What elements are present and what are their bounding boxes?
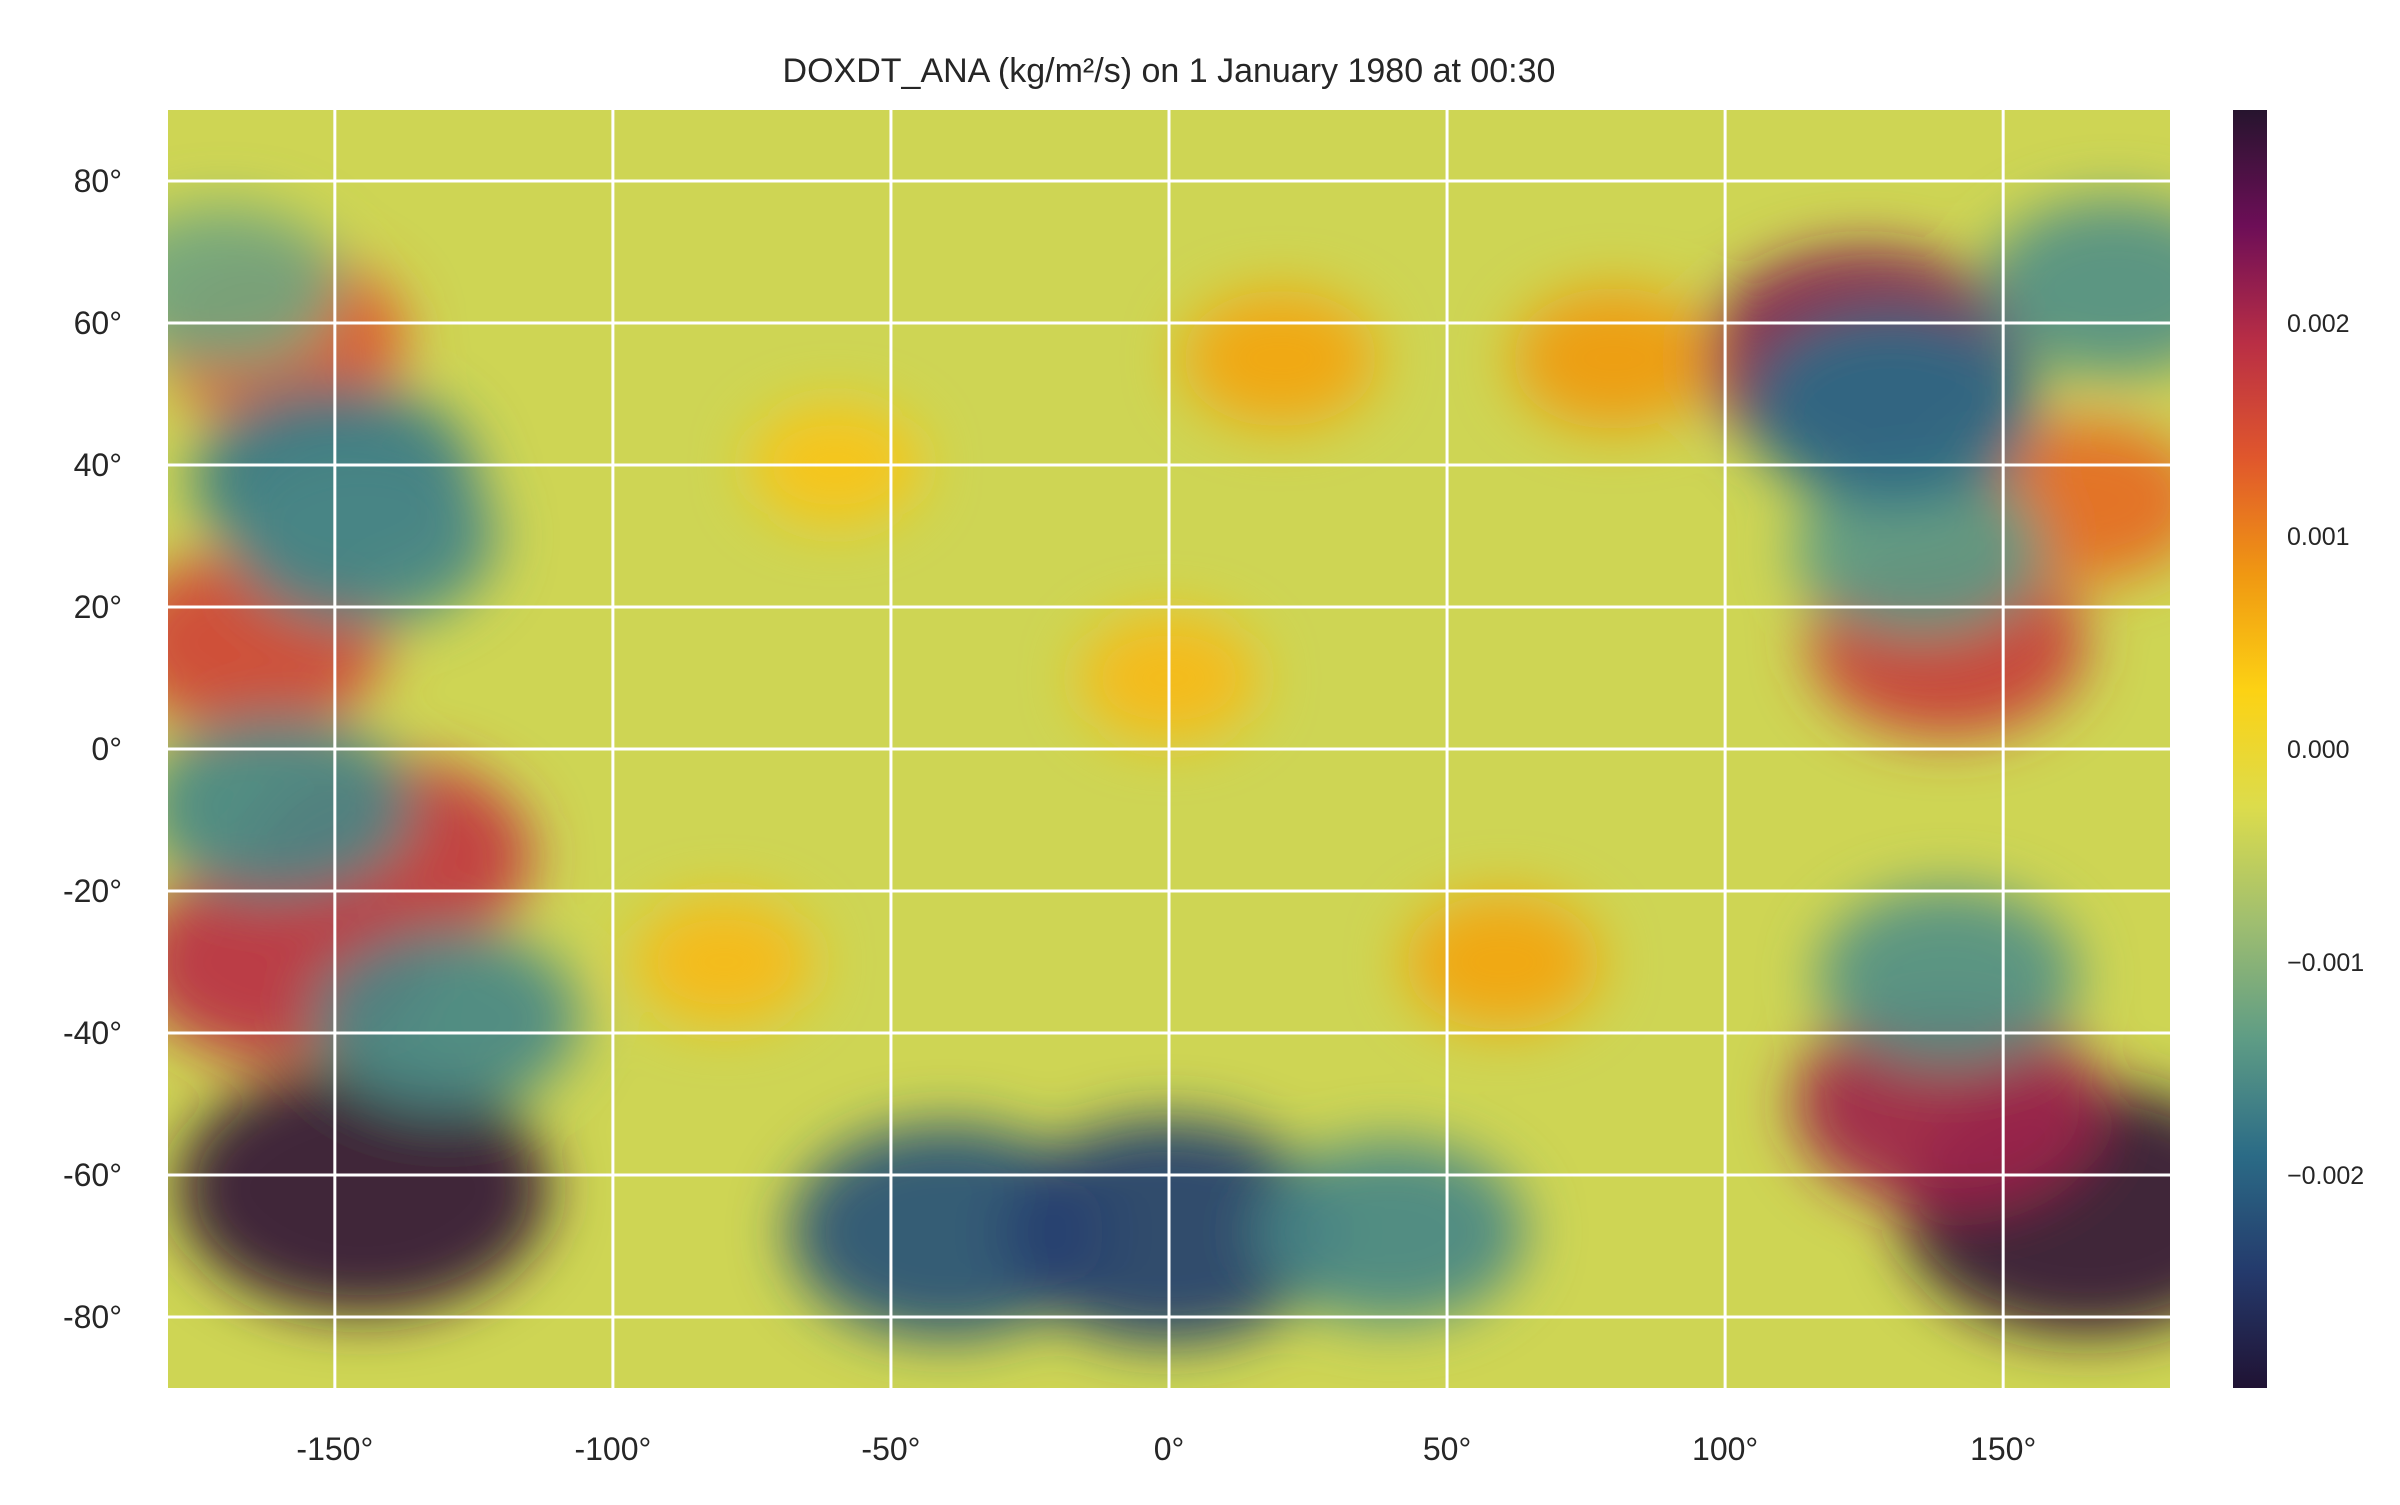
chart-title: DOXDT_ANA (kg/m²/s) on 1 January 1980 at… <box>783 52 1556 90</box>
y-tick-label: 60° <box>74 305 122 341</box>
heatmap-cell <box>1745 308 2038 508</box>
x-tick-label: 0° <box>1154 1431 1185 1467</box>
y-axis-ticks: 80° 60° 40° 20° 0° -20° -40° -60° -80° <box>63 163 122 1335</box>
heatmap-cell <box>1404 893 1601 1031</box>
colorbar-scale <box>2233 110 2267 1388</box>
y-tick-label: -60° <box>63 1157 122 1193</box>
y-tick-label: -40° <box>63 1015 122 1051</box>
colorbar: 0.002 0.001 0.000 −0.001 −0.002 <box>2233 110 2364 1388</box>
heatmap-cell <box>1511 287 1716 430</box>
x-tick-label: 50° <box>1423 1431 1471 1467</box>
x-tick-label: -50° <box>861 1431 920 1467</box>
heatmap-cell <box>228 444 497 628</box>
heatmap-cell <box>176 1063 549 1315</box>
colorbar-tick-label: −0.002 <box>2287 1162 2364 1190</box>
heatmap-cell <box>168 206 342 369</box>
x-axis-ticks: -150° -100° -50° 0° 50° 100° 150° <box>296 1431 2036 1467</box>
gridlines <box>168 110 2170 1388</box>
heatmap-cell <box>1817 887 2078 1066</box>
y-tick-label: 80° <box>74 163 122 199</box>
plot-area <box>168 110 2170 1388</box>
y-tick-label: 40° <box>74 447 122 483</box>
heatmap-cell <box>1984 198 2170 377</box>
x-tick-label: 150° <box>1970 1431 2036 1467</box>
colorbar-tick-label: 0.000 <box>2287 736 2350 764</box>
heatmap-cell <box>312 927 581 1111</box>
heatmap-cell <box>1257 1140 1526 1324</box>
y-tick-label: 20° <box>74 589 122 625</box>
x-tick-label: 100° <box>1692 1431 1758 1467</box>
heatmap-cell <box>1793 463 2046 637</box>
colorbar-tick-label: 0.001 <box>2287 523 2350 551</box>
x-tick-label: -150° <box>296 1431 373 1467</box>
heatmap-cell <box>634 899 815 1025</box>
colorbar-tick-label: 0.002 <box>2287 310 2350 338</box>
heatmap-field <box>168 198 2170 1345</box>
colorbar-tick-label: −0.001 <box>2287 949 2364 977</box>
heatmap-cell <box>1182 290 1379 427</box>
heatmap-cell <box>168 714 414 898</box>
y-tick-label: -80° <box>63 1299 122 1335</box>
heatmap-cell <box>1793 999 2102 1209</box>
colorbar-ticks: 0.002 0.001 0.000 −0.001 −0.002 <box>2287 310 2364 1190</box>
y-tick-label: -20° <box>63 873 122 909</box>
y-tick-label: 0° <box>91 731 122 767</box>
x-tick-label: -100° <box>574 1431 651 1467</box>
